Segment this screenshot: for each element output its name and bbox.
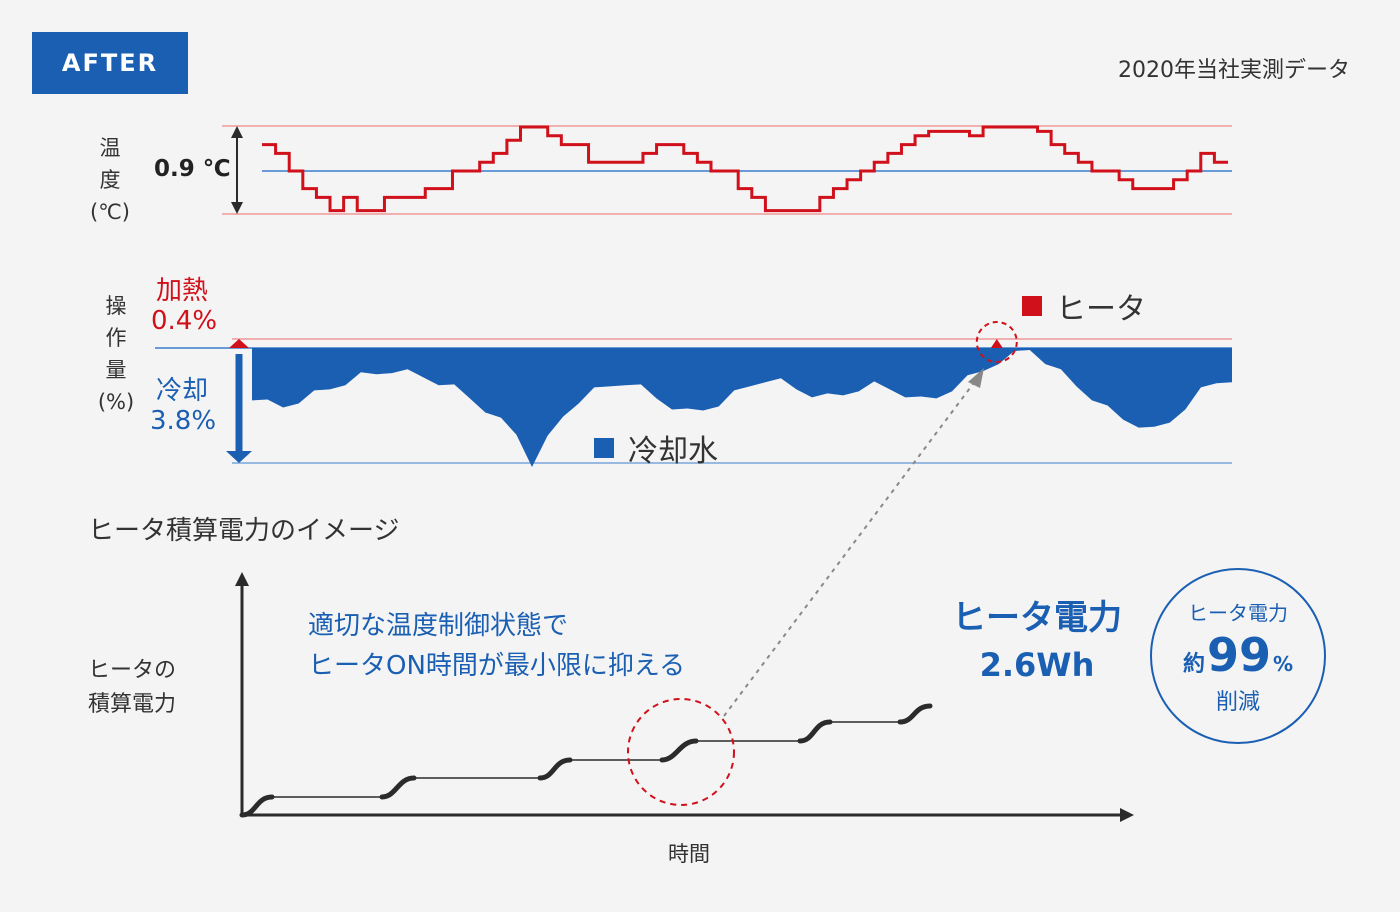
annotation-line: 適切な温度制御状態で (308, 611, 569, 641)
heater-power-title: ヒータ電力 (952, 598, 1122, 638)
power-rise-segment (659, 738, 699, 763)
after-badge: AFTER (32, 32, 188, 94)
reduction-value-row: 約 99 % (1183, 628, 1293, 682)
temperature-chart (222, 125, 1232, 215)
power-rise-segment (537, 757, 573, 781)
reduction-prefix: 約 (1182, 651, 1205, 677)
highlight-circle (627, 698, 735, 806)
op-ylabel-line: 操 (105, 294, 127, 318)
cooling-label: 冷却 (156, 376, 209, 406)
annotation-line: ヒータON時間が最小限に抑える (308, 651, 686, 681)
heating-label: 加熱 (156, 276, 209, 306)
legend-water-label: 冷却水 (628, 434, 718, 469)
temperature-axis-label: 温 度 (℃) (88, 132, 132, 228)
cumulative-power-title: ヒータ積算電力のイメージ (88, 516, 400, 546)
reduction-number: 99 (1206, 627, 1271, 682)
temperature-range-label: 0.9 ℃ (154, 156, 231, 182)
cumulative-power-chart (235, 368, 1134, 822)
temp-ylabel-line: (℃) (90, 200, 130, 224)
reduction-badge: ヒータ電力 約 99 % 削減 (1150, 568, 1326, 744)
reduction-unit: % (1272, 651, 1294, 676)
cumulative-power-ylabel: ヒータの 積算電力 (88, 654, 176, 722)
y-axis-arrowhead (235, 572, 249, 586)
link-dotted-line (723, 379, 977, 717)
reduction-suffix: 削減 (1215, 689, 1260, 715)
x-axis-arrowhead (1120, 808, 1134, 822)
ylabel-line: ヒータの (88, 658, 177, 683)
heat-range-arrow-head (229, 339, 249, 348)
heating-value: 0.4% (151, 306, 218, 336)
cooling-area (252, 348, 1232, 467)
op-ylabel-line: (%) (97, 390, 135, 414)
range-arrow-down-head (231, 202, 243, 214)
reduction-label: ヒータ電力 (1188, 600, 1288, 625)
control-annotation: 適切な温度制御状態で ヒータON時間が最小限に抑える (308, 606, 685, 686)
legend-heater-label: ヒータ (1056, 292, 1146, 327)
legend-cooling-water: 冷却水 (594, 426, 718, 470)
ylabel-line: 積算電力 (88, 692, 177, 717)
heating-spike (990, 339, 1003, 348)
legend-heater-swatch (1022, 296, 1042, 316)
temp-ylabel-line: 度 (99, 168, 121, 192)
source-note: 2020年当社実測データ (1118, 58, 1350, 83)
power-rise-segment (379, 775, 417, 800)
legend-heater: ヒータ (1022, 284, 1146, 328)
heating-highlight-circle (975, 321, 1018, 363)
cooling-value: 3.8% (150, 406, 217, 436)
power-rise-segment (797, 719, 833, 744)
temp-ylabel-line: 温 (99, 136, 121, 160)
operation-chart (155, 321, 1232, 467)
temperature-series-line (262, 125, 1228, 213)
cool-range-arrow-head (226, 451, 252, 463)
op-ylabel-line: 量 (105, 358, 127, 382)
power-flat-segments (272, 721, 900, 798)
operation-axis-label: 操 作 量 (%) (94, 290, 138, 418)
range-arrow-up-head (231, 126, 243, 138)
power-rise-segment (239, 794, 275, 818)
op-ylabel-line: 作 (105, 326, 127, 350)
link-arrowhead (968, 368, 984, 388)
legend-water-swatch (594, 438, 614, 458)
heater-power-value: 2.6Wh (979, 646, 1095, 684)
power-rise-segment (897, 703, 933, 725)
cumulative-power-xlabel: 時間 (668, 842, 710, 866)
